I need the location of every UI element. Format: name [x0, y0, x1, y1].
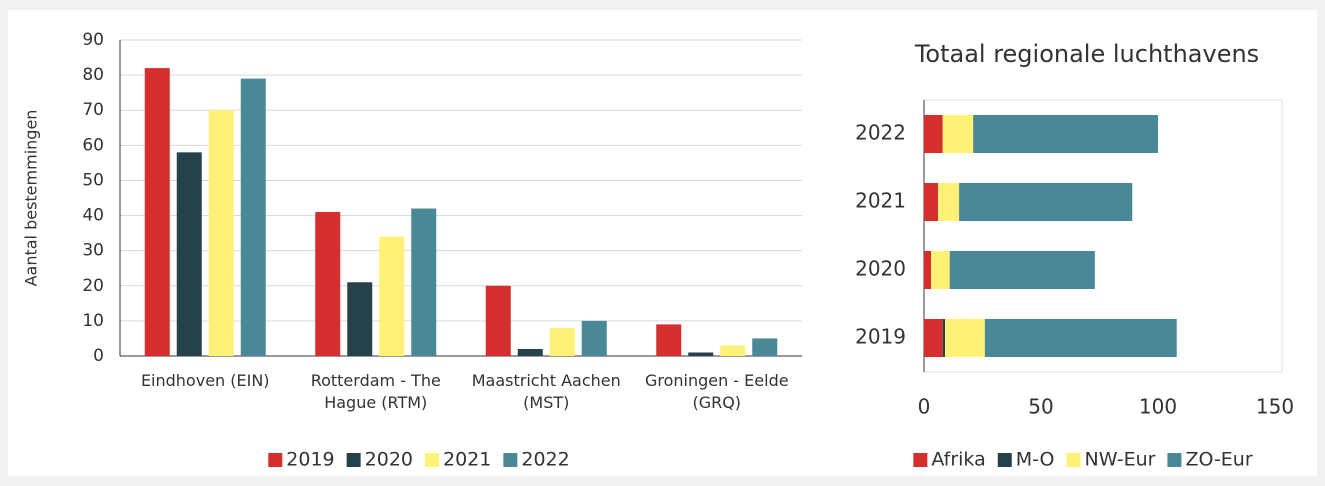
- bar-segment: [931, 251, 950, 289]
- bar-segment: [924, 115, 943, 153]
- bar-segment: [924, 319, 943, 357]
- legend-label: 2022: [521, 449, 569, 471]
- y-tick-label: 2019: [855, 325, 906, 349]
- x-tick-label-box: Maastricht Aachen (MST): [471, 371, 621, 412]
- y-axis-label: Aantal bestemmingen: [22, 110, 41, 287]
- y-tick-label: 10: [82, 311, 104, 331]
- x-tick-label: 150: [1256, 395, 1294, 419]
- y-tick-label: 0: [93, 346, 104, 366]
- y-tick-label: 50: [82, 170, 104, 190]
- y-tick-label: 20: [82, 276, 104, 296]
- legend-swatch: [1066, 453, 1081, 467]
- bar: [549, 327, 575, 356]
- legend-label: 2019: [286, 449, 334, 471]
- bar: [240, 78, 266, 356]
- bar: [517, 348, 543, 356]
- legend-swatch: [268, 453, 283, 467]
- bar-segment: [942, 115, 974, 153]
- chart-title: Totaal regionale luchthavens: [914, 40, 1259, 68]
- y-tick-label: 80: [82, 65, 104, 85]
- bar-segment: [949, 251, 1095, 289]
- bar: [379, 236, 405, 356]
- legend-swatch: [913, 453, 928, 467]
- y-tick-label: 70: [82, 100, 104, 120]
- x-tick-label-box: Groningen - Eelde (GRQ): [644, 371, 789, 412]
- bar: [485, 285, 511, 356]
- legend-label: ZO-Eur: [1185, 449, 1252, 471]
- bar-segment: [924, 251, 932, 289]
- bar: [411, 208, 437, 356]
- bar-segment: [973, 115, 1158, 153]
- bar: [315, 212, 341, 356]
- bar: [176, 152, 202, 356]
- bar-segment: [945, 319, 985, 357]
- x-tick-label: Groningen - Eelde (GRQ): [644, 371, 789, 412]
- bar: [688, 352, 714, 356]
- legend-label: 2021: [443, 449, 491, 471]
- legend-swatch: [503, 453, 518, 467]
- x-tick-label: Rotterdam - The Hague (RTM): [310, 371, 441, 412]
- x-tick-label: 0: [918, 395, 931, 419]
- x-tick-label: 50: [1028, 395, 1053, 419]
- bar: [144, 68, 170, 356]
- y-tick-label: 40: [82, 206, 104, 226]
- bar-segment: [959, 183, 1133, 221]
- bar: [347, 282, 373, 356]
- legend-swatch: [1167, 453, 1182, 467]
- bar-segment: [924, 183, 939, 221]
- y-tick-label: 60: [82, 135, 104, 155]
- y-tick-label: 30: [82, 241, 104, 261]
- y-tick-label: 2022: [855, 121, 906, 145]
- x-tick-label: Eindhoven (EIN): [140, 371, 270, 390]
- legend-label: 2020: [365, 449, 413, 471]
- bar-segment: [984, 319, 1177, 357]
- y-tick-label: 2020: [855, 257, 906, 281]
- legend-label: M-O: [1016, 449, 1055, 471]
- legend-label: Afrika: [931, 449, 985, 471]
- bar: [581, 320, 607, 356]
- legend-swatch: [997, 453, 1012, 467]
- y-tick-label: 2021: [855, 189, 906, 213]
- bar: [208, 110, 234, 356]
- bar: [752, 338, 778, 356]
- bar-segment: [938, 183, 960, 221]
- legend-label: NW-Eur: [1084, 449, 1155, 471]
- bar: [656, 324, 682, 356]
- bar: [720, 345, 746, 356]
- x-tick-label-box: Eindhoven (EIN): [140, 371, 270, 390]
- legend-swatch: [346, 453, 361, 467]
- bar-segment: [942, 319, 946, 357]
- legend-swatch: [425, 453, 439, 467]
- x-tick-label: 100: [1139, 395, 1177, 419]
- y-tick-label: 90: [82, 30, 104, 50]
- x-tick-label-box: Rotterdam - The Hague (RTM): [310, 371, 441, 412]
- x-tick-label: Maastricht Aachen (MST): [471, 371, 621, 412]
